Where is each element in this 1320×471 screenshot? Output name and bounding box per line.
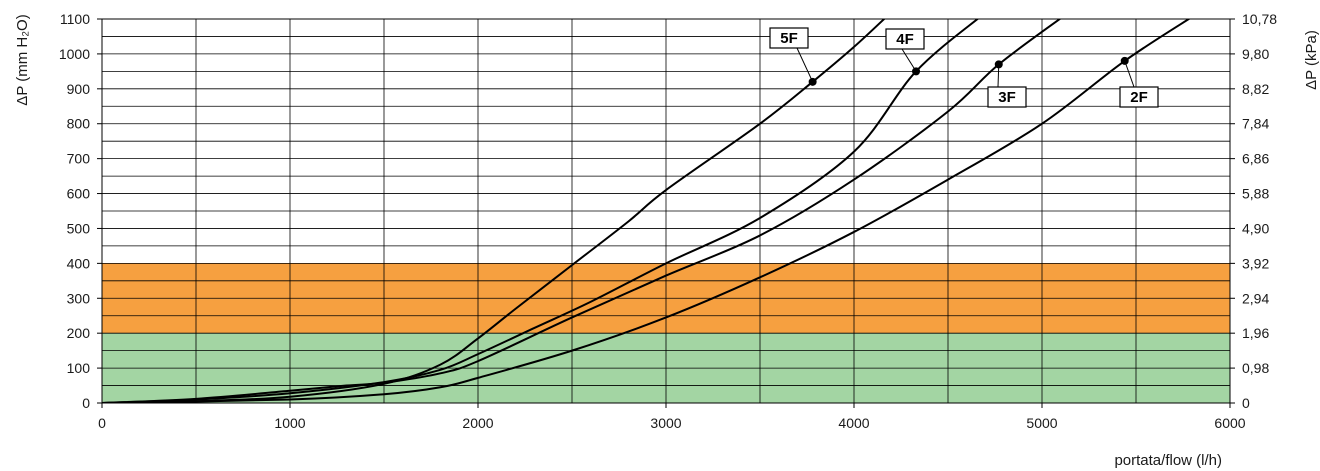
y-tick-label-left: 700: [67, 151, 91, 167]
x-tick-label: 3000: [650, 415, 681, 431]
y-tick-label-right: 2,94: [1242, 290, 1269, 306]
y-tick-label-left: 400: [67, 255, 91, 271]
y-tick-label-right: 0: [1242, 395, 1250, 411]
x-axis-title: portata/flow (l/h): [1114, 452, 1222, 469]
grid-lines: [101, 18, 1231, 404]
curve-labels: 5F 4F 3F 2F: [769, 27, 1159, 108]
y-tick-label-left: 300: [67, 290, 91, 306]
y-tick-label-right: 9,80: [1242, 46, 1269, 62]
leader-3F: [997, 64, 1000, 88]
x-tick-label: 2000: [462, 415, 493, 431]
y-tick-label-left: 1000: [59, 46, 90, 62]
y-tick-label-right: 0,98: [1242, 360, 1269, 376]
x-tick-label: 0: [98, 415, 106, 431]
y-tick-label-right: 8,82: [1242, 81, 1269, 97]
axis-ticks: 0 1000 2000 3000 4000 5000 6000010020030040050…: [59, 11, 1277, 431]
curve-2F: [102, 19, 1191, 403]
y-tick-label-left: 900: [67, 81, 91, 97]
y-tick-label-left: 0: [82, 395, 90, 411]
curve-4F: [102, 19, 980, 403]
y-tick-label-left: 200: [67, 325, 91, 341]
y-tick-label-left: 100: [67, 360, 91, 376]
y-tick-label-left: 600: [67, 186, 91, 202]
label-5F: 5F: [780, 30, 798, 47]
label-box-5F: [769, 27, 809, 49]
x-tick-label: 6000: [1214, 415, 1245, 431]
leader-4F: [901, 48, 917, 72]
y-tick-label-right: 4,90: [1242, 220, 1269, 236]
y-tick-label-left: 800: [67, 116, 91, 132]
y-tick-label-right: 3,92: [1242, 255, 1269, 271]
y-axis-title-right: ΔP (kPa): [1303, 30, 1320, 90]
flow-curves: [102, 19, 1191, 403]
y-tick-label-right: 7,84: [1242, 116, 1269, 132]
x-tick-label: 5000: [1026, 415, 1057, 431]
label-3F: 3F: [998, 89, 1016, 106]
y-tick-label-right: 1,96: [1242, 325, 1269, 341]
label-box-2F: [1119, 86, 1159, 108]
x-tick-label: 4000: [838, 415, 869, 431]
label-box-3F: [987, 86, 1027, 108]
y-tick-label-left: 500: [67, 220, 91, 236]
curve-5F: [102, 19, 886, 403]
y-tick-label-left: 1100: [60, 11, 90, 27]
label-2F: 2F: [1130, 89, 1148, 106]
label-4F: 4F: [896, 31, 914, 48]
leader-2F: [1124, 60, 1135, 88]
leader-5F: [796, 47, 814, 83]
y-tick-label-right: 6,86: [1242, 151, 1269, 167]
y-tick-label-right: 5,88: [1242, 186, 1269, 202]
y-tick-label-right: 10,78: [1242, 11, 1277, 27]
curve-3F: [102, 19, 1062, 403]
y-axis-title-left: ΔP (mm H₂O): [14, 14, 31, 105]
label-box-4F: [885, 28, 925, 50]
x-tick-label: 1000: [274, 415, 305, 431]
